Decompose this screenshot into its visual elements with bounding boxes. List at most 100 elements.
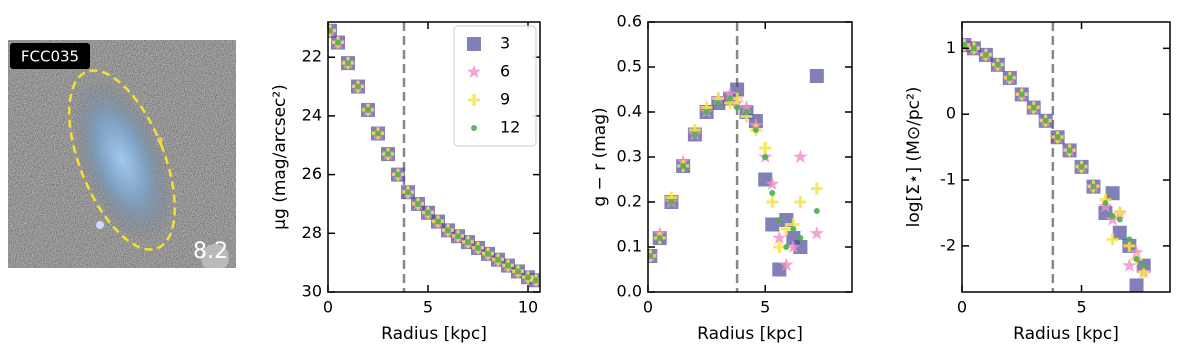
marker-circle [415,200,421,207]
marker-plus [773,241,786,253]
y-axis-label: log[Σ⋆] (M⊙/pc²) [904,87,924,228]
y-tick-label: 30 [302,282,322,301]
marker-star [779,257,794,272]
marker-circle [668,199,675,205]
y-tick-label: 0.4 [617,102,642,121]
marker-circle [1006,74,1013,81]
marker-circle [1116,216,1123,223]
marker-circle [475,244,481,251]
marker-square [809,69,824,83]
x-axis-label: Radius [kpc] [1013,324,1119,344]
marker-circle [1018,91,1025,98]
marker-circle [797,235,804,241]
plot-area [648,69,824,277]
marker-circle [525,274,531,281]
marker-circle [734,104,741,111]
marker-circle [345,60,351,67]
legend-label: 6 [500,62,510,81]
marker-circle [1126,236,1133,243]
y-tick-label: 0.3 [617,147,642,166]
y-tick-label: 0.2 [617,192,642,211]
y-tick-label: 28 [302,223,322,242]
x-tick-label: 5 [1076,298,1086,317]
y-tick-label: 0 [946,104,956,123]
marker-circle [495,256,501,263]
marker-plus [759,142,772,154]
marker-star [722,86,738,101]
x-tick-label: 0 [643,298,653,317]
axes-frame [961,21,1171,293]
x-tick-label: 10 [518,298,538,317]
y-tick-label: 0.0 [617,282,642,301]
marker-circle [691,131,698,138]
marker-circle [1054,134,1061,141]
marker-circle [385,151,391,158]
marker-circle [328,27,333,34]
y-tick-label: 0.1 [617,237,642,256]
y-tick-label: 22 [302,47,322,66]
marker-star [1129,245,1144,259]
y-axis-label: μg (mag/arcsec²) [270,84,290,230]
marker-circle [1042,117,1049,124]
marker-circle [455,233,461,240]
x-axis-label: Radius [kpc] [381,324,487,344]
plot-area [962,37,1151,292]
marker-circle [703,109,710,115]
marker-star [765,176,780,191]
legend-label: 12 [500,118,520,137]
marker-circle [790,226,797,232]
marker-circle [1030,104,1037,111]
x-axis-label: Radius [kpc] [697,324,803,344]
marker-plus [780,223,793,235]
y-tick-label: 1 [946,38,956,57]
galaxy-image: FCC035 8.2 [8,40,236,268]
axes-frame [327,21,541,293]
marker-circle [743,109,750,115]
marker-circle [1066,147,1073,154]
marker-circle [505,262,511,269]
marker-circle [375,130,381,137]
marker-circle [405,189,411,196]
marker-square [1129,278,1144,292]
marker-plus [468,94,480,106]
marker-circle [365,107,371,114]
marker-circle [982,51,989,58]
marker-square [772,262,787,277]
marker-circle [1078,163,1085,170]
x-tick-label: 0 [957,298,967,317]
marker-circle [680,163,687,169]
marker-circle [465,239,471,246]
marker-circle [533,277,539,284]
marker-circle [485,250,491,257]
marker-circle [335,39,341,46]
marker-star [786,239,801,254]
marker-star [739,100,754,114]
marker-circle [515,268,521,275]
marker-circle [656,235,663,241]
y-tick-label: 0.5 [617,57,642,76]
legend-box [453,25,537,147]
marker-circle [762,154,769,160]
y-tick-label: -2 [940,235,956,254]
marker-circle [648,253,654,259]
marker-circle [715,100,722,106]
marker-star [466,64,482,79]
marker-square [1112,225,1127,240]
marker-circle [355,83,361,90]
marker-star [793,149,808,164]
marker-plus [810,182,823,195]
marker-square [765,217,780,232]
marker-star [772,230,787,245]
marker-square [467,37,481,51]
marker-star [1122,258,1137,272]
marker-square [1105,186,1120,201]
marker-circle [970,45,977,52]
marker-star [809,226,824,240]
marker-plus [1106,233,1119,246]
marker-circle [783,244,790,250]
marker-circle [445,227,451,234]
marker-circle [1133,256,1140,263]
y-tick-label: 26 [302,164,322,183]
marker-circle [425,209,431,216]
